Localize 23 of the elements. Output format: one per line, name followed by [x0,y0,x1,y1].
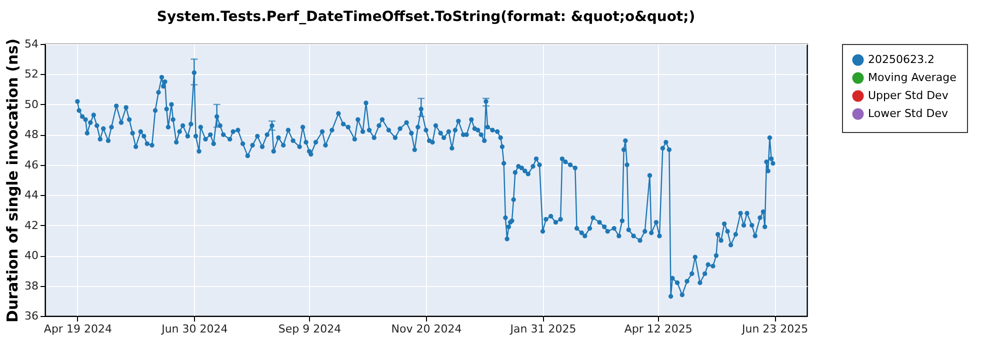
x-tick-label: Jan 31 2025 [509,322,576,336]
legend-label: Lower Std Dev [868,107,948,120]
x-tick-label: Jun 30 2024 [160,322,228,336]
y-axis-title: Duration of single invocation (ns) [4,38,22,322]
x-tick-label: Apr 12 2025 [624,322,692,336]
y-tick-label: 40 [24,249,38,262]
y-tick-label: 44 [24,188,38,202]
y-tick-label: 46 [24,158,38,172]
y-tick-label: 36 [24,310,38,322]
y-tick-label: 52 [24,68,38,81]
legend-label: Moving Average [868,71,957,84]
x-tick-label: Jun 23 2025 [740,322,808,336]
legend-label: 20250623.2 [868,53,934,66]
chart-title: System.Tests.Perf_DateTimeOffset.ToString(format: &quot;o&quot;) [156,9,696,25]
x-tick-label: Apr 19 2024 [44,322,112,336]
y-tick-label: 38 [24,279,38,292]
x-tick-label: Sep 9 2024 [278,322,342,336]
y-tick-label: 42 [24,218,38,232]
y-tick-label: 48 [24,128,38,142]
legend-label: Upper Std Dev [868,89,949,102]
y-tick-label: 54 [24,38,38,50]
x-tick-label: Nov 20 2024 [391,322,462,336]
y-tick-label: 50 [24,98,38,111]
